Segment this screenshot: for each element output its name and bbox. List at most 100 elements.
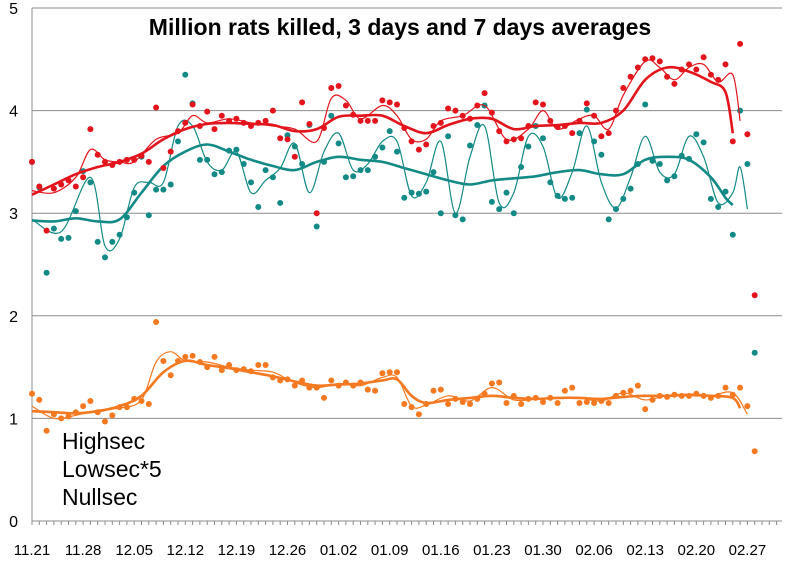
lowsec-5-data-point — [218, 367, 225, 374]
series-lowsec-5 — [29, 318, 758, 455]
highsec-data-point — [357, 167, 364, 174]
lowsec-5-data-point — [335, 382, 342, 389]
gridlines — [32, 7, 782, 419]
highsec-data-point — [664, 177, 671, 184]
nullsec-data-point — [160, 165, 167, 172]
highsec-data-point — [613, 206, 619, 213]
lowsec-5-data-point — [284, 376, 291, 383]
highsec-data-point — [335, 140, 342, 147]
lowsec-5-data-point — [510, 392, 517, 399]
nullsec-data-point — [29, 158, 35, 165]
nullsec-data-point — [722, 61, 729, 68]
highsec-data-point — [510, 210, 517, 217]
highsec-data-point — [94, 238, 101, 245]
highsec-data-point — [445, 133, 452, 140]
nullsec-7day-average-line — [31, 65, 735, 196]
highsec-data-point — [372, 153, 379, 160]
highsec-data-point — [240, 160, 247, 167]
highsec-data-point — [598, 151, 605, 158]
nullsec-data-point — [510, 136, 517, 143]
lowsec-5-data-point — [109, 412, 116, 419]
legend-highsec: Highsec — [62, 428, 146, 454]
lowsec-5-data-point — [561, 387, 568, 394]
lowsec-5-data-point — [248, 368, 254, 375]
lowsec-5-data-point — [700, 392, 707, 399]
highsec-data-point — [248, 179, 254, 186]
lowsec-5-data-point — [437, 386, 444, 393]
highsec-data-point — [386, 128, 393, 135]
lowsec-5-data-point — [496, 379, 503, 386]
x-tick-label: 01.09 — [371, 542, 409, 559]
nullsec-data-point — [277, 135, 284, 142]
highsec-data-point — [627, 185, 634, 192]
lowsec-5-data-point — [598, 397, 605, 404]
highsec-data-point — [620, 195, 627, 202]
highsec-data-point — [182, 71, 189, 78]
x-tick-label: 12.12 — [167, 542, 205, 559]
highsec-data-point — [569, 194, 576, 201]
lowsec-5-data-point — [467, 401, 473, 408]
lowsec-5-data-point — [182, 353, 189, 360]
lowsec-5-data-point — [255, 362, 262, 369]
nullsec-data-point — [678, 66, 685, 73]
nullsec-data-point — [686, 61, 692, 68]
lowsec-5-data-point — [87, 397, 94, 404]
nullsec-data-point — [80, 174, 87, 181]
highsec-data-point — [649, 157, 656, 164]
highsec-data-point — [218, 169, 225, 176]
x-tick-label: 12.05 — [115, 542, 153, 559]
lowsec-5-data-point — [642, 406, 649, 413]
nullsec-data-point — [488, 109, 495, 116]
nullsec-data-point — [452, 107, 459, 114]
highsec-data-point — [605, 216, 612, 223]
lowsec-5-data-point — [226, 362, 233, 369]
nullsec-data-point — [664, 73, 671, 80]
lowsec-5-data-point — [160, 357, 167, 364]
nullsec-data-point — [649, 55, 656, 62]
nullsec-data-point — [175, 128, 181, 135]
lowsec-5-data-point — [116, 404, 123, 411]
nullsec-data-point — [415, 146, 422, 153]
x-tick-label: 12.26 — [269, 542, 307, 559]
highsec-data-point — [313, 223, 320, 230]
nullsec-data-point — [269, 107, 276, 114]
highsec-data-point — [226, 147, 233, 154]
lowsec-5-data-point — [80, 403, 87, 410]
lowsec-5-data-point — [65, 413, 72, 420]
lowsec-5-data-point — [423, 401, 430, 408]
highsec-data-point — [299, 160, 306, 167]
highsec-data-point — [474, 121, 481, 128]
nullsec-data-point — [145, 158, 152, 165]
nullsec-data-point — [350, 111, 357, 118]
highsec-data-point — [547, 179, 554, 186]
highsec-data-point — [50, 225, 57, 232]
highsec-data-point — [671, 173, 678, 180]
nullsec-data-point — [58, 181, 65, 188]
highsec-data-point — [452, 212, 459, 219]
lowsec-5-data-point — [591, 400, 598, 407]
nullsec-data-point — [43, 227, 50, 234]
nullsec-data-point — [335, 82, 342, 89]
lowsec-5-data-point — [29, 390, 35, 397]
highsec-data-point — [58, 235, 65, 242]
nullsec-data-point — [554, 124, 561, 131]
highsec-data-point — [291, 143, 298, 150]
nullsec-data-point — [364, 117, 371, 124]
x-tick-label: 12.19 — [218, 542, 256, 559]
lowsec-5-data-point — [131, 395, 138, 402]
nullsec-data-point — [167, 148, 174, 155]
highsec-data-point — [328, 112, 335, 119]
nullsec-data-point — [372, 117, 379, 124]
highsec-data-point — [415, 190, 422, 197]
lowsec-5-data-point — [576, 400, 583, 407]
y-tick-label: 5 — [9, 1, 18, 18]
nullsec-data-point — [700, 54, 707, 61]
lowsec-5-data-point — [569, 384, 576, 391]
nullsec-data-point — [321, 125, 327, 132]
nullsec-data-point — [437, 119, 444, 126]
highsec-data-point — [321, 158, 327, 165]
lowsec-5-data-point — [379, 370, 386, 377]
nullsec-data-point — [291, 153, 298, 160]
lowsec-5-data-point — [452, 395, 459, 402]
highsec-data-point — [364, 167, 371, 174]
